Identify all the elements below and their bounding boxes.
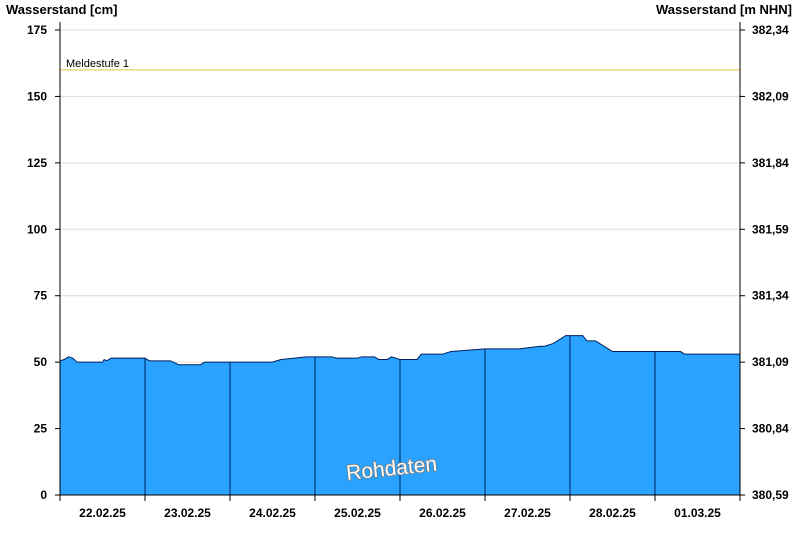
right-tick-label: 380,59: [752, 488, 789, 502]
x-tick-label: 23.02.25: [164, 506, 211, 520]
left-tick-label: 100: [27, 222, 47, 236]
day-separators: [144, 335, 656, 495]
right-tick-label: 381,59: [752, 222, 789, 236]
left-tick-label: 50: [34, 355, 48, 369]
left-axis-ticks: 0 25 50 75 100 125 150 175: [27, 23, 60, 502]
x-tick-label: 27.02.25: [504, 506, 551, 520]
left-tick-label: 150: [27, 89, 47, 103]
right-tick-label: 381,34: [752, 289, 789, 303]
right-tick-label: 381,84: [752, 156, 789, 170]
right-axis-ticks: 380,59 380,84 381,09 381,34 381,59 381,84 382,…: [740, 23, 789, 502]
threshold: Meldestufe 1: [60, 58, 740, 71]
right-tick-label: 382,09: [752, 89, 789, 103]
right-tick-label: 382,34: [752, 23, 789, 37]
right-tick-label: 380,84: [752, 422, 789, 436]
x-axis-ticks: 22.02.25 23.02.25 24.02.25 25.02.25 26.02.25…: [59, 495, 741, 520]
x-tick-label: 28.02.25: [589, 506, 636, 520]
right-tick-label: 381,09: [752, 355, 789, 369]
left-axis-title: Wasserstand [cm]: [6, 2, 118, 17]
right-axis-title: Wasserstand [m NHN]: [656, 2, 792, 17]
left-tick-label: 75: [34, 289, 48, 303]
left-tick-label: 0: [40, 488, 47, 502]
x-tick-label: 25.02.25: [334, 506, 381, 520]
x-tick-label: 26.02.25: [419, 506, 466, 520]
water-level-line: [59, 335, 740, 366]
left-tick-label: 25: [34, 422, 48, 436]
threshold-label: Meldestufe 1: [66, 58, 129, 70]
x-tick-label: 01.03.25: [674, 506, 721, 520]
left-tick-label: 125: [27, 156, 47, 170]
x-tick-label: 24.02.25: [249, 506, 296, 520]
left-tick-label: 175: [27, 23, 47, 37]
x-tick-label: 22.02.25: [79, 506, 126, 520]
